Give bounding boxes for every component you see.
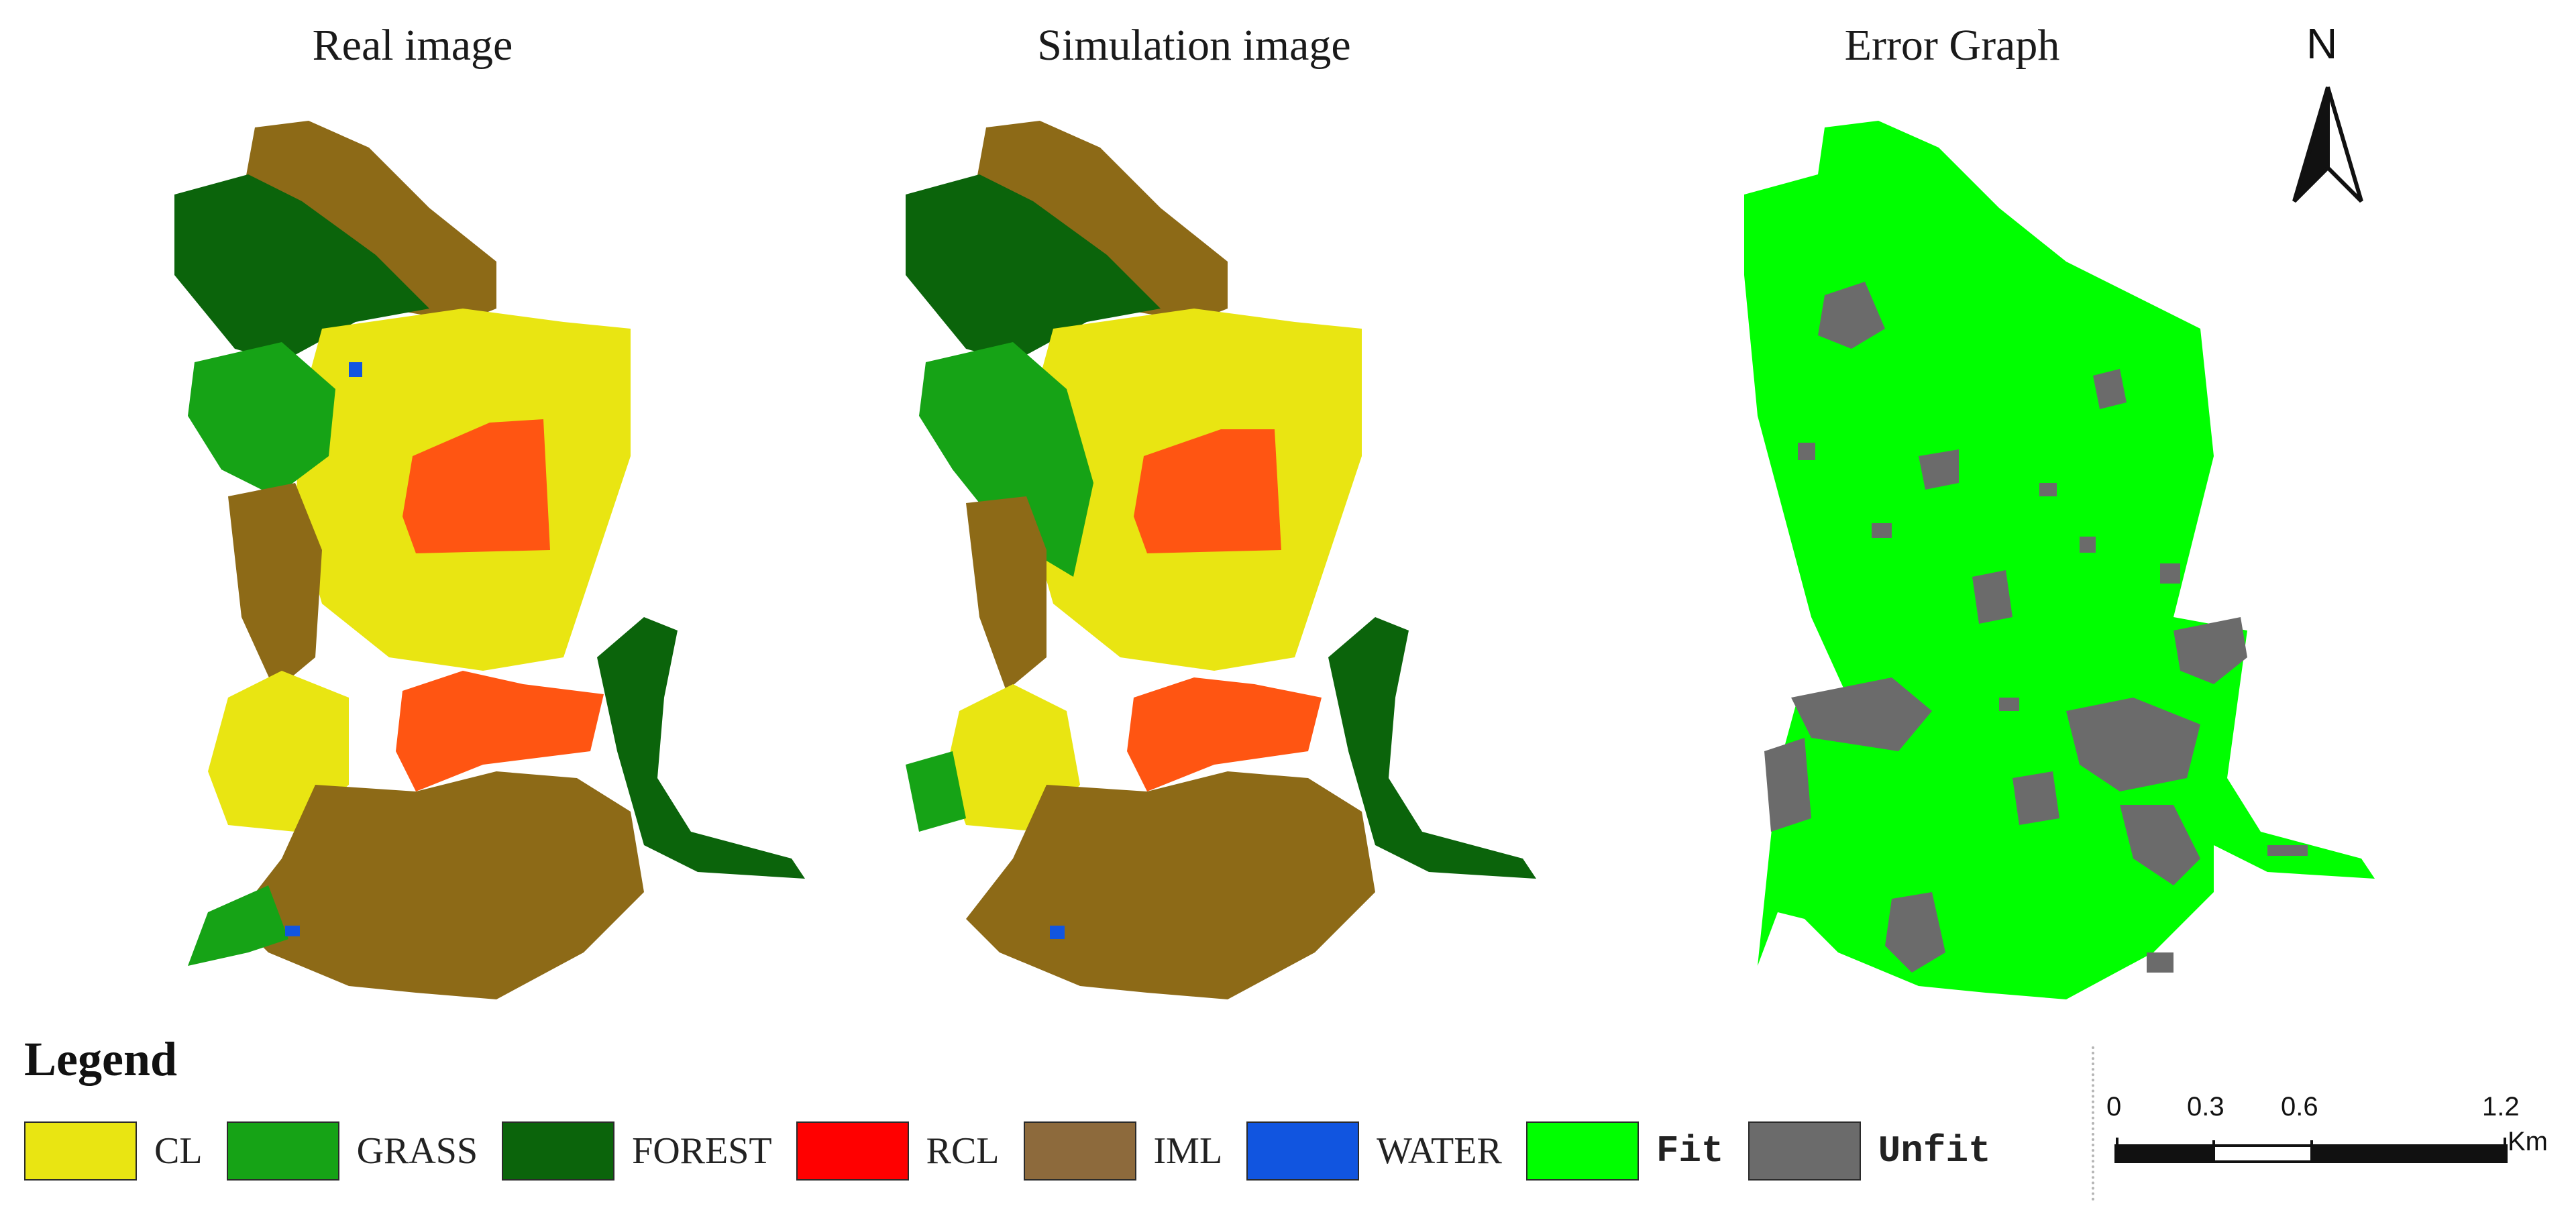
- map-region-outline: [174, 121, 805, 999]
- unfit-patch: [1764, 738, 1811, 832]
- legend-label-grass: GRASS: [356, 1130, 478, 1172]
- rcl-region-south: [1127, 677, 1322, 791]
- forest-region-east: [1328, 617, 1536, 879]
- legend-item-water: WATER: [1246, 1121, 1502, 1181]
- error-graph-title: Error Graph: [1844, 21, 2060, 70]
- legend-swatch-fit: [1525, 1121, 1639, 1181]
- simulation-image-title: Simulation image: [1037, 21, 1351, 70]
- iml-region-west: [966, 496, 1046, 691]
- legend-label-iml: IML: [1153, 1130, 1223, 1172]
- unfit-pixel: [1999, 698, 2019, 711]
- iml-region-south: [966, 771, 1375, 999]
- unfit-pixel: [2080, 537, 2096, 553]
- real-image-map: [174, 121, 805, 999]
- iml-region-south: [235, 771, 644, 999]
- legend-item-iml: IML: [1023, 1121, 1223, 1181]
- legend-label-forest: FOREST: [632, 1130, 772, 1172]
- legend-swatch-cl: [24, 1121, 137, 1181]
- legend-item-cl: CL: [24, 1121, 203, 1181]
- unfit-patch: [2066, 698, 2200, 791]
- map-region-outline: [906, 121, 1536, 999]
- north-arrow-icon: [2292, 87, 2363, 203]
- legend-item-rcl: RCL: [796, 1121, 1000, 1181]
- forest-region: [906, 174, 1161, 362]
- scale-tick-0-6: 0.6: [2281, 1092, 2318, 1121]
- legend-label-fit: Fit: [1656, 1130, 1724, 1172]
- map-region-outline: [1744, 121, 2375, 999]
- iml-region: [973, 121, 1228, 322]
- forest-region: [174, 174, 429, 362]
- unfit-pixel: [2039, 483, 2057, 496]
- legend-label-cl: CL: [154, 1130, 203, 1172]
- legend-item-unfit: Unfit: [1748, 1121, 1991, 1181]
- north-arrow-label: N: [2306, 19, 2338, 68]
- simulation-image-map: [906, 121, 1536, 999]
- water-pixel: [349, 362, 362, 377]
- legend-label-water: WATER: [1377, 1130, 1502, 1172]
- legend-title: Legend: [24, 1032, 178, 1086]
- unfit-pixel: [2147, 952, 2174, 973]
- grass-region-west: [919, 342, 1093, 577]
- unfit-patch: [1885, 892, 1945, 973]
- unfit-patch: [1818, 282, 1885, 349]
- forest-region-east: [597, 617, 805, 879]
- scale-tick-1-2: 1.2: [2482, 1092, 2520, 1121]
- scale-unit: Km: [2508, 1127, 2548, 1156]
- unfit-pixel: [1872, 523, 1892, 538]
- legend-swatch-iml: [1023, 1121, 1136, 1181]
- water-pixel: [1050, 926, 1065, 939]
- rcl-region-north: [402, 419, 550, 553]
- legend-item-forest: FOREST: [502, 1121, 772, 1181]
- legend-swatch-grass: [226, 1121, 339, 1181]
- legend-swatch-rcl: [796, 1121, 909, 1181]
- legend-item-fit: Fit: [1525, 1121, 1724, 1181]
- unfit-pixel: [2160, 563, 2180, 584]
- unfit-patch: [2120, 805, 2200, 885]
- grass-region-southwest: [188, 885, 288, 966]
- real-image-title: Real image: [312, 21, 513, 70]
- unfit-patch: [1919, 449, 1959, 490]
- unfit-patch: [2093, 369, 2127, 409]
- unfit-pixel: [2267, 845, 2308, 856]
- iml-region-west: [228, 483, 322, 691]
- unfit-patch: [2174, 617, 2247, 684]
- unfit-patch: [2012, 771, 2059, 825]
- error-graph-map: [1744, 121, 2375, 999]
- unfit-pixel: [1798, 443, 1815, 460]
- iml-region: [241, 121, 496, 322]
- grass-region-west: [188, 342, 335, 496]
- legend-label-rcl: RCL: [926, 1130, 1000, 1172]
- scale-tick-0-3: 0.3: [2187, 1092, 2224, 1121]
- grass-region-southwest: [906, 751, 966, 832]
- rcl-region-south: [396, 671, 604, 791]
- rcl-region-north: [1134, 429, 1281, 553]
- fit-region: [1744, 121, 2375, 999]
- legend-label-unfit: Unfit: [1878, 1130, 1991, 1172]
- legend: CL GRASS FOREST RCL IML WATER Fit Unfit: [24, 1121, 2015, 1181]
- unfit-patch: [1791, 677, 1932, 751]
- scale-bar: [2114, 1138, 2508, 1163]
- legend-swatch-forest: [502, 1121, 615, 1181]
- legend-swatch-water: [1246, 1121, 1360, 1181]
- legend-swatch-unfit: [1748, 1121, 1861, 1181]
- unfit-patch: [1972, 570, 2012, 624]
- legend-divider: [2092, 1046, 2094, 1201]
- legend-item-grass: GRASS: [226, 1121, 478, 1181]
- water-pixel: [285, 926, 300, 936]
- scale-tick-0: 0: [2106, 1092, 2122, 1121]
